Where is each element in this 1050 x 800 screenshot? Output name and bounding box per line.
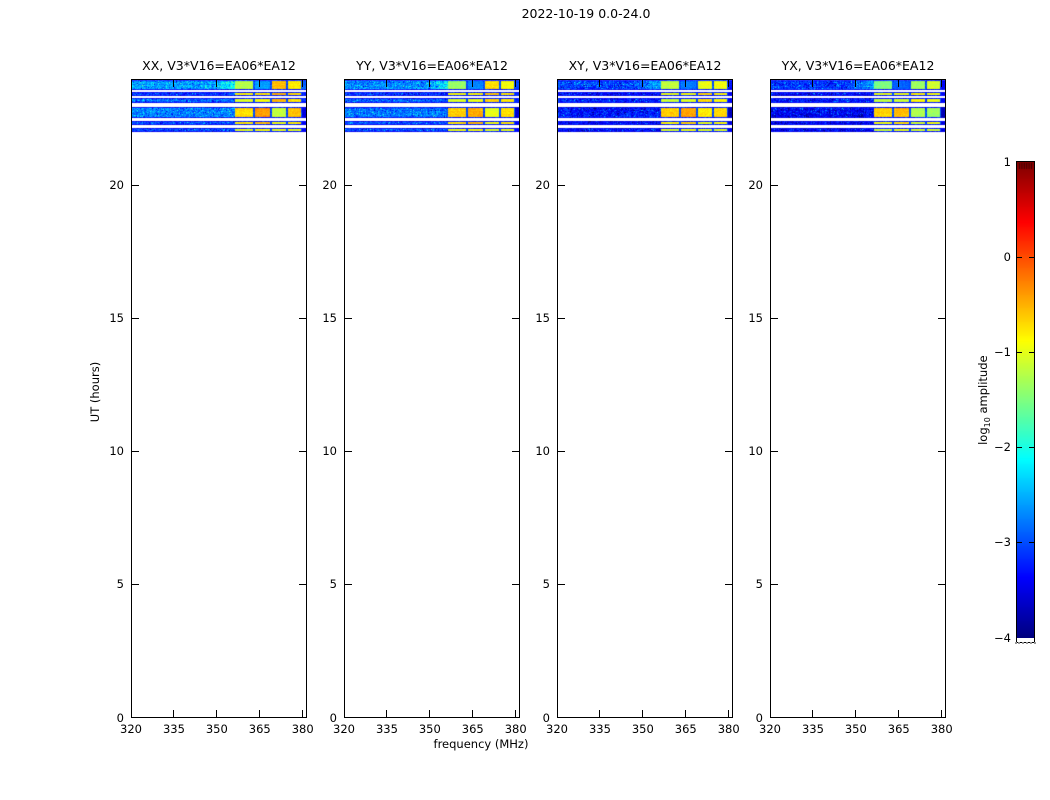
x-tick-label: 365 (887, 722, 910, 736)
colorbar-tick-label: −3 (994, 535, 1011, 550)
y-tick-label: 5 (116, 577, 124, 592)
y-tick-label: 10 (109, 444, 124, 459)
x-tick-label: 365 (674, 722, 697, 736)
colorbar-label-pre: log (975, 427, 990, 445)
y-tick-label: 20 (748, 178, 763, 192)
y-tick-label: 5 (542, 577, 550, 592)
x-tick-label: 335 (162, 722, 185, 736)
colorbar-label-sub: 10 (983, 417, 993, 428)
colorbar-tick-mark (1029, 256, 1034, 258)
panel-title: XX, V3*V16=EA06*EA12 (142, 58, 296, 73)
colorbar-tick-label: −4 (994, 630, 1011, 645)
colorbar-tick-mark (1017, 351, 1022, 353)
x-tick-label: 335 (375, 722, 398, 736)
colorbar-tick-mark (1029, 351, 1034, 353)
x-tick-label: 365 (248, 722, 271, 736)
colorbar-under-dots (1015, 642, 1036, 644)
y-tick-label: 5 (755, 577, 763, 592)
colorbar-tick-mark (1029, 542, 1034, 544)
spectrogram-panel-XY: 320 335 350 365 380 0 5 10 15 20 XY, V3*V16=EA06*E… (535, 58, 739, 736)
y-tick-label: 15 (322, 311, 337, 326)
y-axis-label: UT (hours) (88, 361, 102, 423)
colorbar-bar (1016, 161, 1035, 643)
x-tick-label: 350 (631, 722, 654, 736)
x-tick-label: 335 (588, 722, 611, 736)
y-tick-label: 20 (109, 178, 124, 192)
y-tick-label: 10 (535, 444, 550, 459)
colorbar-tick-mark (1017, 447, 1022, 449)
x-tick-label: 335 (801, 722, 824, 736)
spectrogram-panel-YY: 320 335 350 365 380 0 5 10 15 20 YY, V3*V16=EA06*E… (322, 58, 526, 736)
y-tick-label: 20 (322, 178, 337, 192)
x-tick-label: 320 (759, 722, 781, 736)
x-tick-label: 380 (930, 722, 953, 736)
y-tick-label: 0 (329, 710, 337, 725)
y-tick-label: 15 (109, 311, 124, 326)
y-tick-label: 5 (329, 577, 337, 592)
heatmap-canvas-XY (557, 79, 733, 718)
panel-title: XY, V3*V16=EA06*EA12 (568, 58, 722, 73)
heatmap-canvas-YX (770, 79, 946, 718)
x-axis-label: frequency (MHz) (433, 737, 529, 751)
x-tick-label: 380 (717, 722, 740, 736)
x-tick-label: 350 (418, 722, 441, 736)
heatmap-canvas-XX (131, 79, 307, 718)
colorbar-tick-label: 0 (1003, 249, 1011, 264)
y-tick-label: 10 (748, 444, 763, 459)
x-tick-label: 350 (205, 722, 228, 736)
x-tick-label: 350 (844, 722, 867, 736)
y-tick-label: 20 (535, 178, 550, 192)
y-tick-label: 10 (322, 444, 337, 459)
x-tick-label: 320 (333, 722, 355, 736)
colorbar-canvas (1017, 162, 1034, 638)
x-tick-label: 320 (546, 722, 568, 736)
colorbar-tick-mark (1017, 542, 1022, 544)
colorbar-tick-label: −1 (994, 344, 1011, 359)
y-tick-label: 15 (748, 311, 763, 326)
x-tick-label: 380 (504, 722, 527, 736)
y-tick-label: 15 (535, 311, 550, 326)
y-tick-label: 0 (755, 710, 763, 725)
colorbar-tick-mark (1029, 447, 1034, 449)
panel-title: YY, V3*V16=EA06*EA12 (356, 58, 508, 73)
figure-title: 2022-10-19 0.0-24.0 (521, 6, 651, 21)
colorbar-tick-label: 1 (1003, 154, 1011, 169)
heatmap-canvas-YY (344, 79, 520, 718)
x-tick-label: 380 (291, 722, 314, 736)
x-tick-label: 365 (461, 722, 484, 736)
x-tick-label: 320 (120, 722, 142, 736)
y-tick-label: 0 (542, 710, 550, 725)
colorbar-tick-mark (1017, 256, 1022, 258)
spectrogram-panel-YX: 320 335 350 365 380 0 5 10 15 20 YX, V3*V16=EA06*E… (748, 58, 952, 736)
colorbar-tick-label: −2 (994, 440, 1011, 455)
spectrogram-panel-XX: 320 335 350 365 380 0 5 10 15 20 XX, V3*V16=EA06*E… (109, 58, 313, 736)
y-tick-label: 0 (116, 710, 124, 725)
colorbar-label-post: amplitude (975, 355, 990, 418)
colorbar-label: log10 amplitude (976, 325, 992, 475)
panel-title: YX, V3*V16=EA06*EA12 (781, 58, 935, 73)
